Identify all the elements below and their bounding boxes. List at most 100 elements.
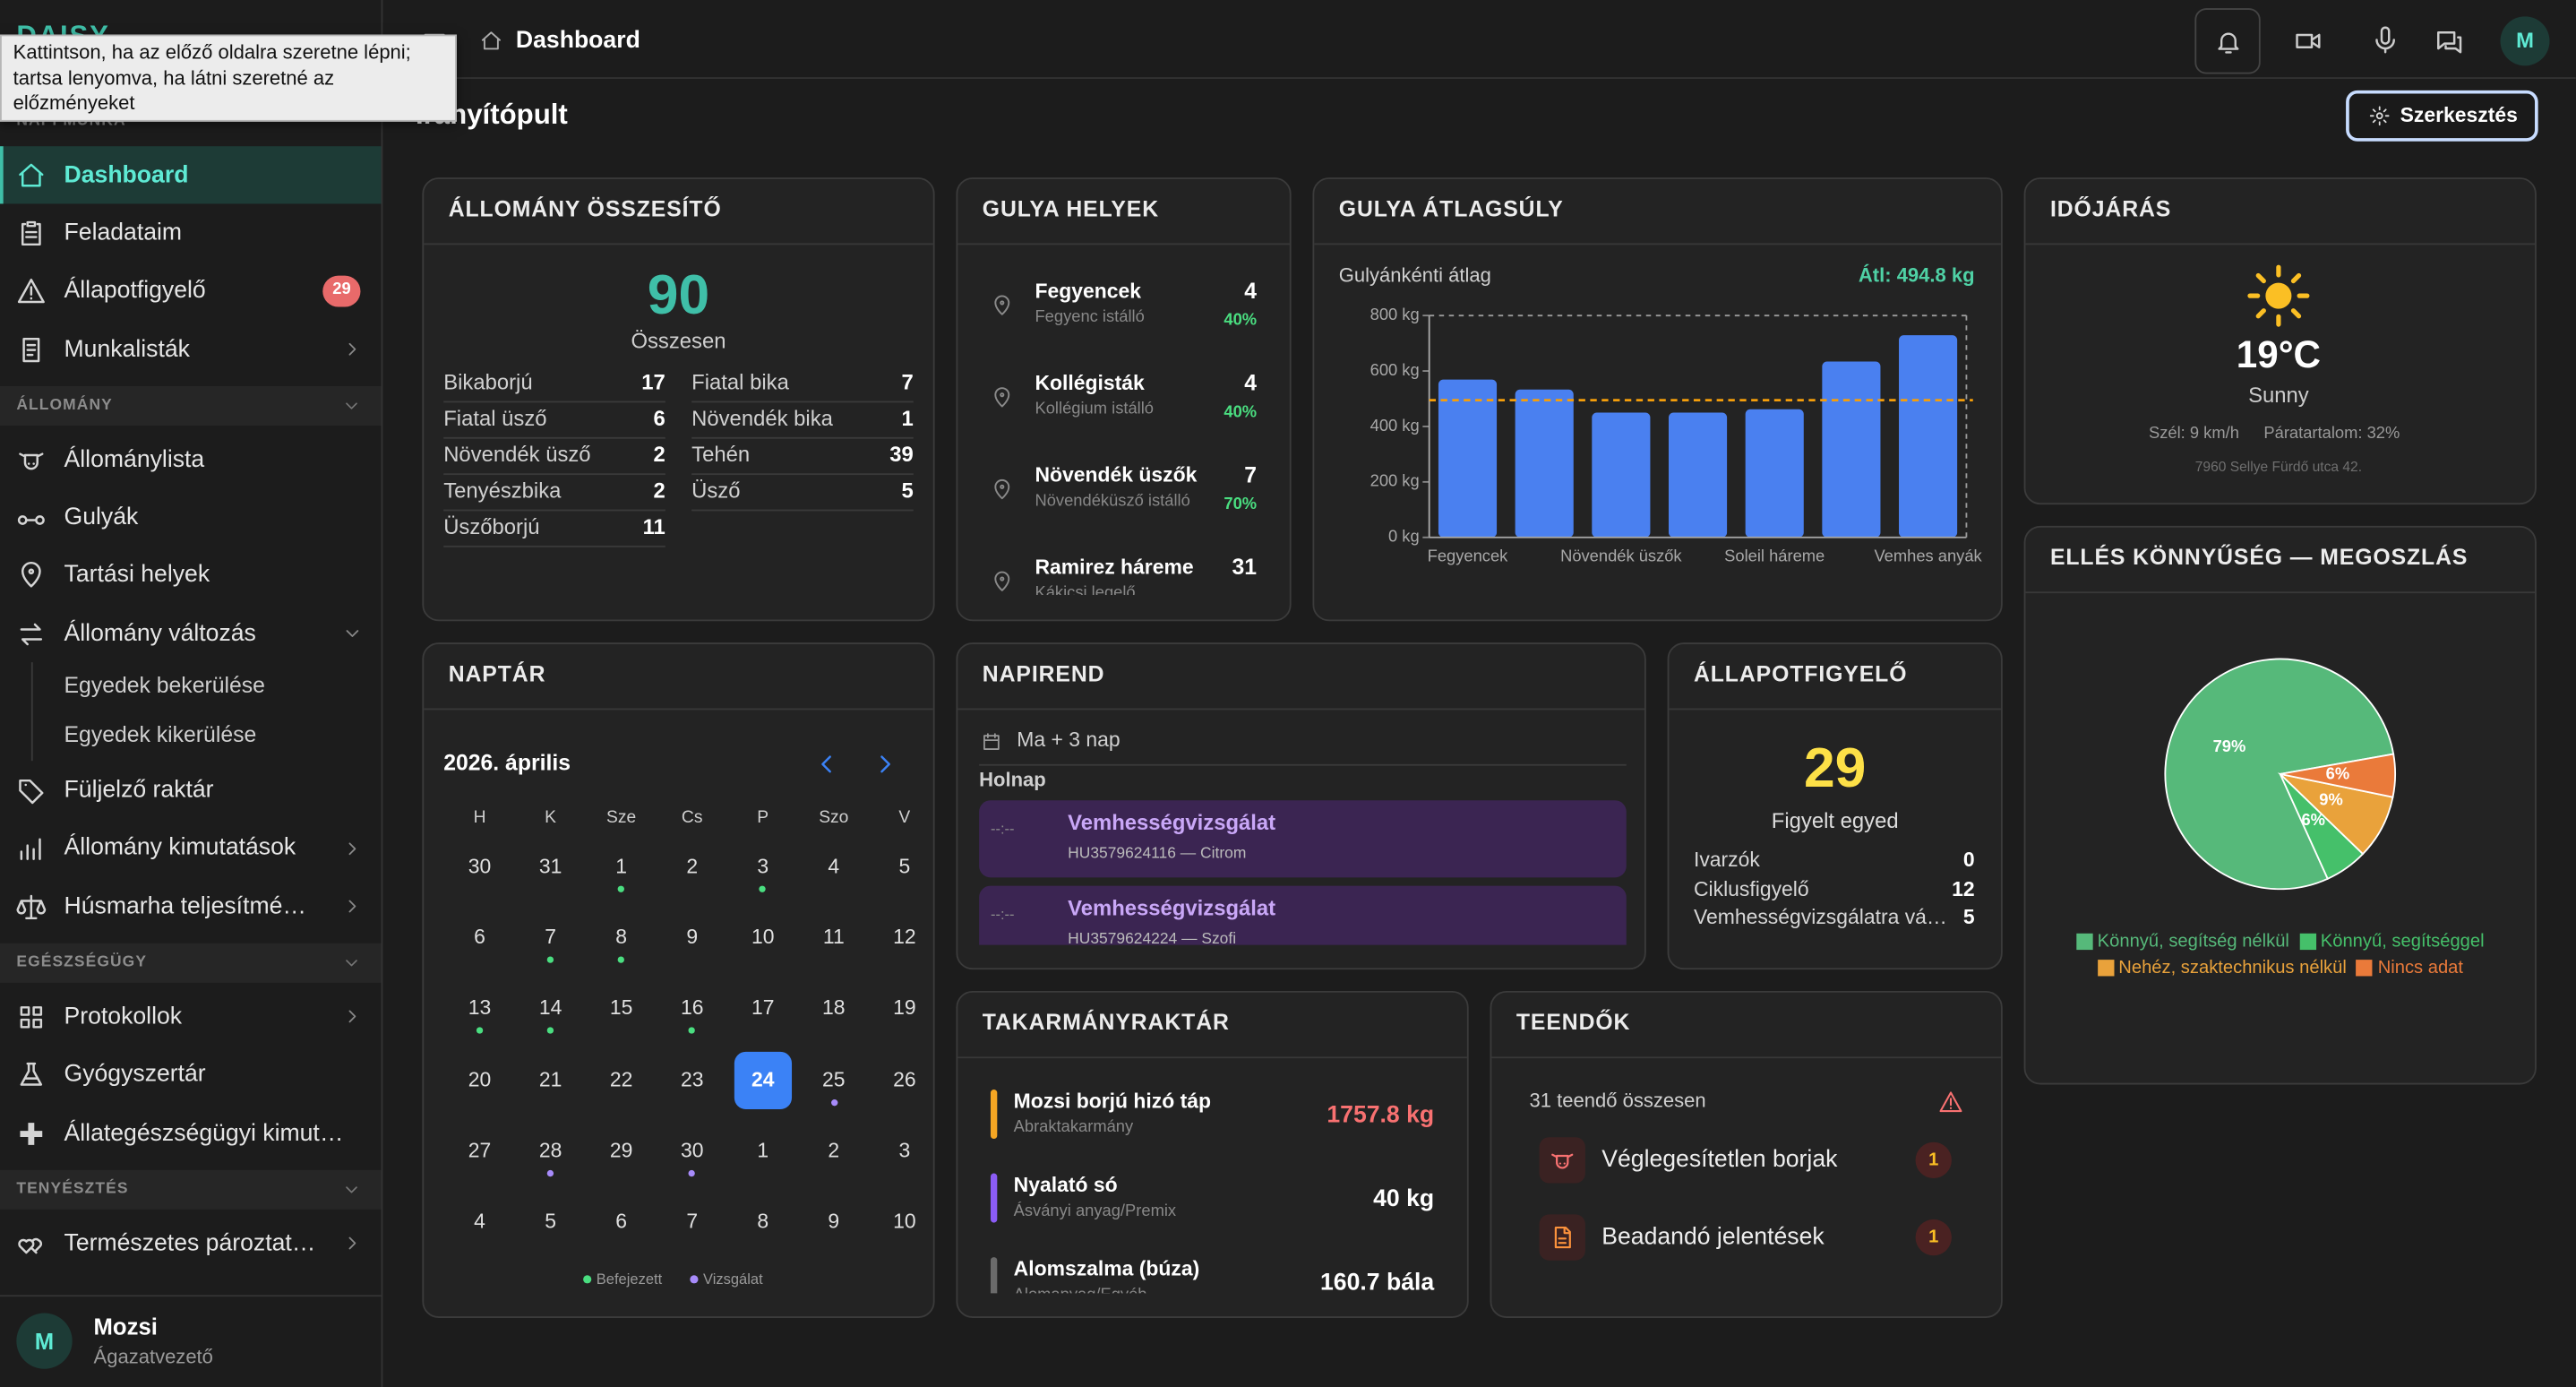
event-dot: [476, 1028, 484, 1035]
calendar-day[interactable]: 12: [893, 926, 916, 949]
card-divider: [424, 243, 933, 246]
nav-label[interactable]: Gulyák: [64, 504, 139, 531]
calendar-day[interactable]: 7: [545, 926, 556, 949]
calendar-day[interactable]: 31: [538, 855, 562, 878]
event-card[interactable]: [979, 885, 1627, 945]
calendar-day[interactable]: 1: [757, 1139, 769, 1162]
calendar-day[interactable]: 11: [822, 926, 845, 949]
nav-icon-shape: [20, 1122, 43, 1144]
calendar-day[interactable]: 9: [686, 926, 699, 949]
calendar-day[interactable]: 19: [893, 996, 916, 1021]
nav-label[interactable]: Feladataim: [64, 220, 183, 246]
home-icon: [481, 31, 501, 50]
card-title: ÁLLAPOTFIGYELŐ: [1693, 661, 1908, 686]
bar-chart: 0 kg 200 kg 400 kg 600 kg 800 kg Fegyencek Növ…: [1370, 305, 1983, 565]
feed-name: Nyalató só: [1013, 1173, 1118, 1197]
calendar-day[interactable]: 22: [609, 1067, 633, 1091]
calendar-day[interactable]: 4: [474, 1210, 485, 1233]
nav-label[interactable]: Munkalisták: [64, 335, 190, 363]
nav-item[interactable]: [0, 146, 382, 204]
calendar-day[interactable]: 8: [615, 926, 628, 949]
edit-button-label[interactable]: Szerkesztés: [2400, 102, 2518, 126]
location-icon-shape: [994, 295, 1010, 315]
calendar-day[interactable]: 3: [898, 1139, 911, 1162]
calendar-day[interactable]: 30: [680, 1139, 704, 1162]
calendar-day[interactable]: 26: [893, 1067, 916, 1091]
nav-label[interactable]: Állategészségügyi kimut…: [64, 1119, 344, 1147]
nav-label[interactable]: Állomány kimutatások: [64, 835, 296, 862]
card-divider: [1314, 243, 2001, 246]
nav-item[interactable]: [0, 489, 382, 547]
calendar-day[interactable]: 10: [893, 1210, 916, 1233]
nav-label[interactable]: Állapotfigyelő: [64, 278, 206, 305]
sidebar: [0, 0, 383, 1387]
calendar-day[interactable]: 2: [686, 855, 699, 878]
nav-label[interactable]: Füljelző raktár: [64, 777, 214, 804]
calendar-day[interactable]: 8: [757, 1210, 769, 1233]
calendar-day[interactable]: 2: [828, 1139, 840, 1162]
card-title: GULYA HELYEK: [982, 196, 1160, 221]
nav-item[interactable]: [0, 204, 382, 263]
calendar-day[interactable]: 15: [609, 996, 633, 1021]
nav-chevron-shape: [348, 842, 356, 855]
nav-label[interactable]: Dashboard: [64, 161, 189, 189]
summary-label: Fiatal bika: [691, 369, 789, 394]
todo-count: 1: [1915, 1219, 1952, 1256]
calendar-day[interactable]: 24: [751, 1067, 775, 1091]
nav-item[interactable]: [0, 988, 382, 1047]
calendar-day[interactable]: 6: [615, 1210, 628, 1233]
calendar-day[interactable]: 16: [680, 996, 704, 1021]
edit-button[interactable]: [2346, 90, 2538, 142]
calendar-day[interactable]: 20: [468, 1067, 492, 1091]
calendar-day[interactable]: 25: [822, 1067, 846, 1091]
calendar-day[interactable]: 5: [898, 855, 911, 878]
todo-label[interactable]: Beadandó jelentések: [1601, 1224, 1825, 1251]
summary-label: Üsző: [691, 478, 741, 504]
calendar-day[interactable]: 10: [751, 926, 775, 949]
location-place: Fegyenc istálló: [1035, 308, 1145, 327]
summary-value: 39: [889, 442, 914, 467]
calendar-day[interactable]: 6: [474, 926, 485, 949]
calendar-day[interactable]: 30: [468, 855, 492, 878]
calendar-day[interactable]: 7: [686, 1210, 699, 1233]
card-divider: [1491, 1056, 2001, 1059]
notification-button[interactable]: [2194, 8, 2261, 74]
calendar-day[interactable]: 3: [757, 855, 769, 878]
calendar-day[interactable]: 23: [680, 1067, 704, 1091]
nav-label[interactable]: Protokollok: [64, 1004, 183, 1030]
nav-icon: [20, 1122, 43, 1144]
nav-label[interactable]: Állomány változás: [64, 620, 256, 647]
breadcrumb[interactable]: Dashboard: [515, 28, 640, 55]
calendar-day[interactable]: 17: [751, 996, 775, 1021]
calendar-day[interactable]: 18: [822, 996, 846, 1021]
calendar-day[interactable]: 27: [468, 1139, 492, 1162]
calendar-day[interactable]: 4: [828, 855, 840, 878]
location-icon-shape: [994, 478, 1010, 500]
nav-label[interactable]: Gyógyszertár: [64, 1062, 206, 1089]
calendar-day[interactable]: 29: [609, 1139, 633, 1162]
nav-label[interactable]: Állománylista: [64, 446, 205, 473]
x-tick-label: Fegyencek: [1428, 547, 1508, 565]
event-card[interactable]: [979, 800, 1627, 878]
nav-sublabel[interactable]: Egyedek bekerülése: [64, 673, 265, 699]
nav-label[interactable]: Tartási helyek: [64, 562, 210, 590]
avatar[interactable]: M: [2500, 16, 2550, 66]
next-month: [880, 755, 890, 773]
humidity: Páratartalom: 32%: [2263, 425, 2400, 444]
today-highlight[interactable]: [734, 1051, 792, 1110]
nav-label[interactable]: Természetes pároztat…: [64, 1230, 316, 1257]
calendar-day[interactable]: 5: [545, 1210, 556, 1233]
todo-label[interactable]: Véglegesítetlen borjak: [1601, 1147, 1838, 1174]
calendar-day[interactable]: 9: [828, 1210, 840, 1233]
calendar-day[interactable]: 13: [468, 996, 492, 1021]
calendar-day[interactable]: 28: [538, 1139, 562, 1162]
calendar-day[interactable]: 14: [538, 996, 562, 1021]
weekday: Sze: [606, 807, 637, 828]
nav-label[interactable]: Húsmarha teljesítmé…: [64, 892, 307, 920]
legend-item: Nehéz, szaktechnikus nélkül: [2097, 955, 2347, 981]
calendar-day[interactable]: 21: [538, 1067, 562, 1091]
nav-sublabel[interactable]: Egyedek kikerülése: [64, 722, 257, 748]
calendar-day[interactable]: 1: [615, 855, 628, 878]
chat-button: [2437, 30, 2462, 54]
